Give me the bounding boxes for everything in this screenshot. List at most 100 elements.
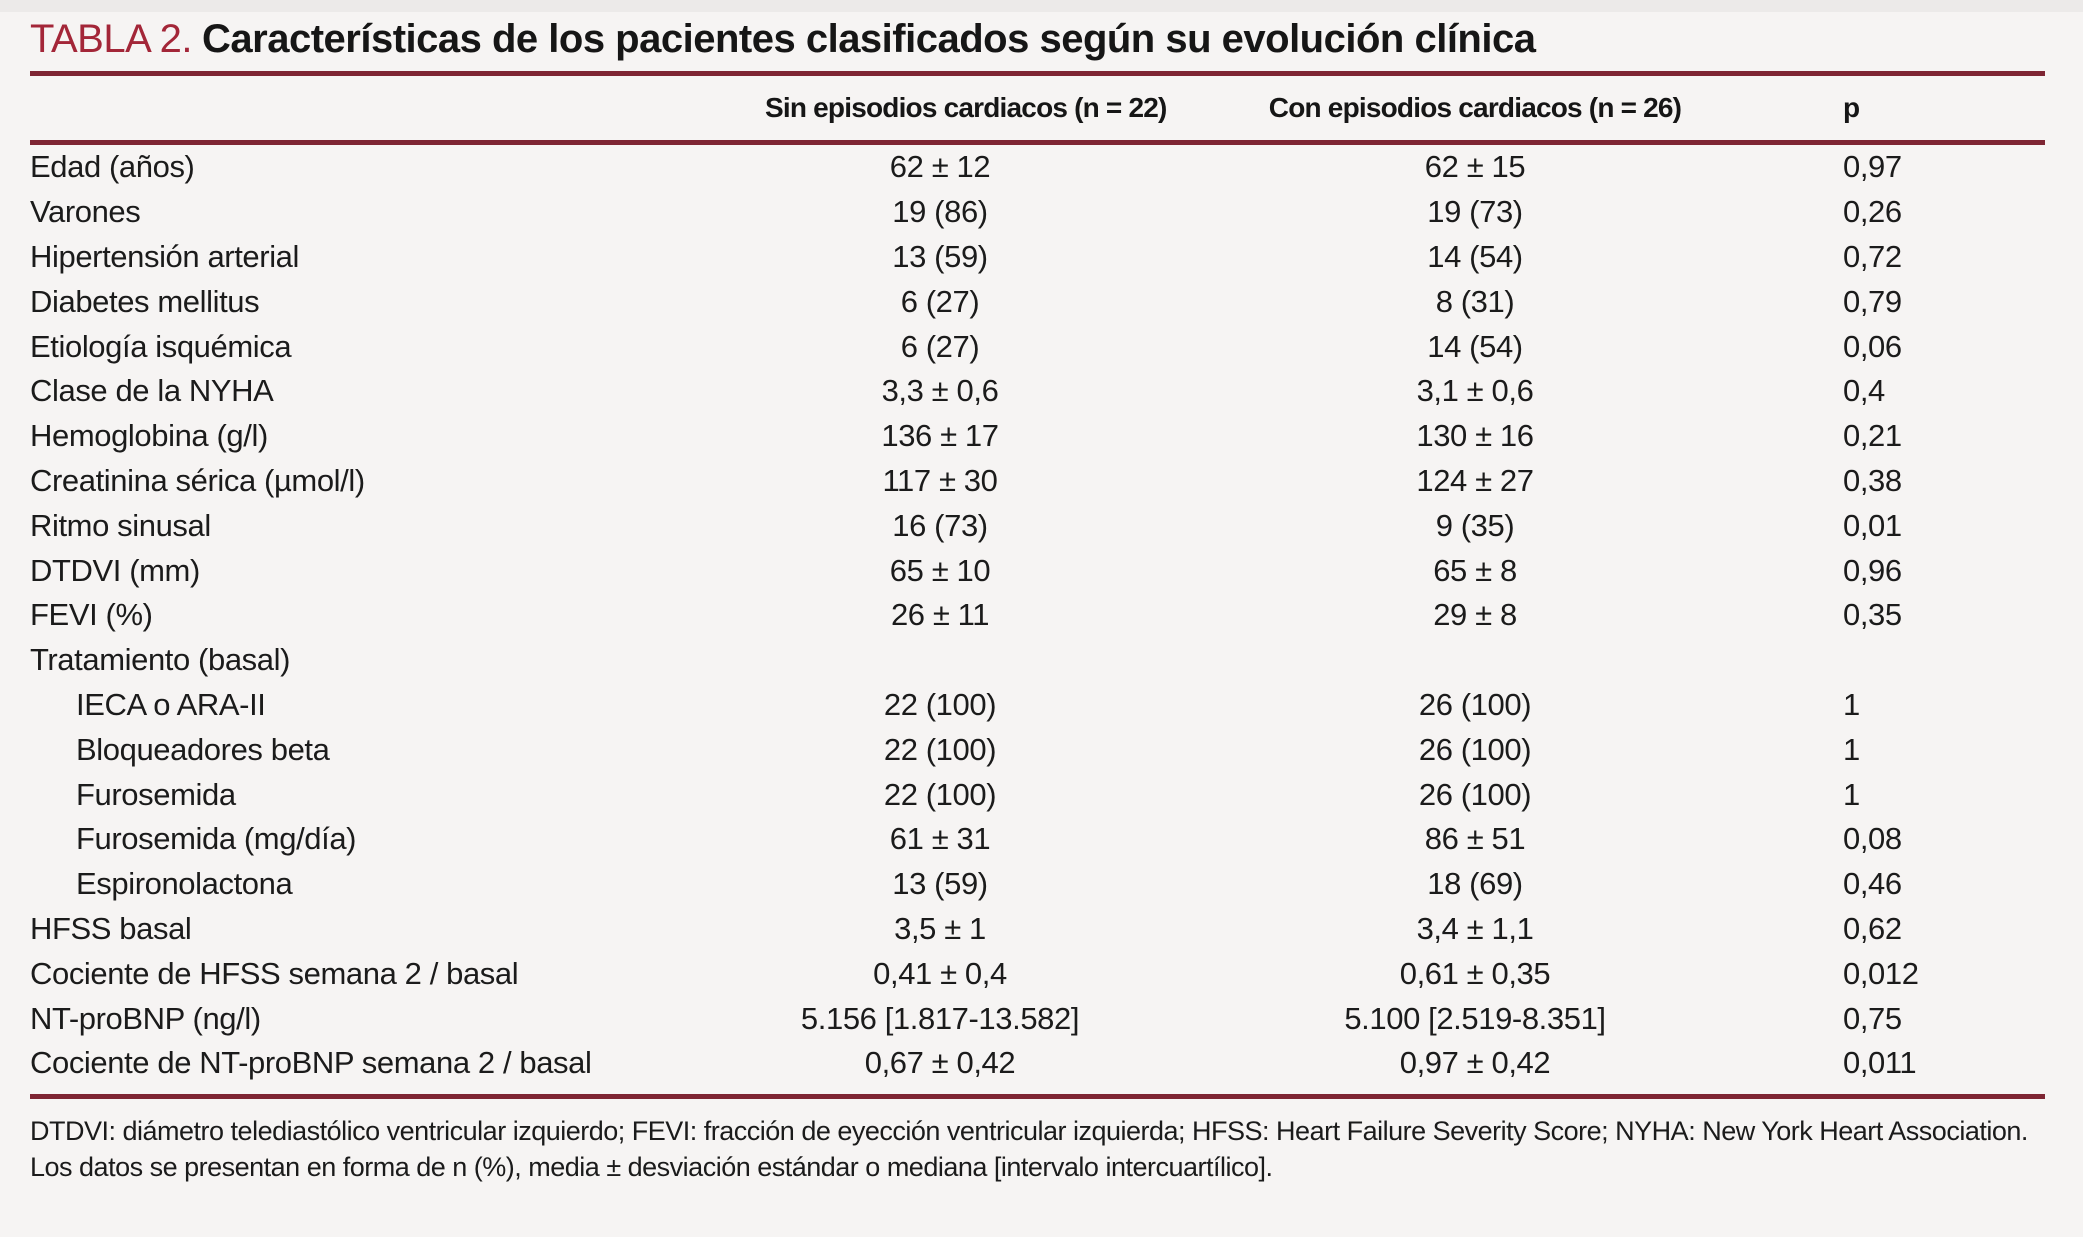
cell-p-value: 0,97 — [1843, 149, 1902, 185]
row-label: Diabetes mellitus — [30, 283, 260, 319]
cell-p-value: 0,38 — [1843, 462, 1902, 498]
cell-con-episodios: 124 ± 27 — [1416, 462, 1534, 498]
cell-sin-episodios: 16 (73) — [892, 507, 988, 543]
cell-p-value: 1 — [1843, 776, 1860, 812]
cell-sin-episodios: 19 (86) — [892, 194, 988, 230]
cell-p-value: 0,4 — [1843, 373, 1885, 409]
table-row: Bloqueadores beta 22 (100) 26 (100) 1 — [30, 727, 2045, 772]
row-label: DTDVI (mm) — [30, 552, 200, 588]
cell-con-episodios: 26 (100) — [1418, 686, 1532, 722]
table-row: Hipertensión arterial 13 (59) 14 (54) 0,72 — [30, 235, 2045, 280]
cell-p-value: 0,012 — [1843, 955, 1919, 991]
column-header-p: p — [1843, 92, 1860, 123]
table-section-row: Tratamiento (basal) — [30, 638, 2045, 683]
table-row: Espironolactona 13 (59) 18 (69) 0,46 — [30, 862, 2045, 907]
cell-con-episodios: 14 (54) — [1427, 238, 1523, 274]
cell-sin-episodios: 5.156 [1.817-13.582] — [800, 1000, 1080, 1036]
table-content: TABLA 2. Características de los pacientes… — [30, 0, 2045, 1185]
cell-sin-episodios: 22 (100) — [883, 776, 997, 812]
table-row: Furosemida (mg/día) 61 ± 31 86 ± 51 0,08 — [30, 817, 2045, 862]
table-row: Clase de la NYHA 3,3 ± 0,6 3,1 ± 0,6 0,4 — [30, 369, 2045, 414]
cell-sin-episodios: 22 (100) — [883, 686, 997, 722]
row-label: Hemoglobina (g/l) — [30, 418, 268, 454]
cell-con-episodios: 86 ± 51 — [1424, 821, 1526, 857]
bottom-horizontal-rule — [30, 1093, 2045, 1099]
cell-con-episodios: 0,61 ± 0,35 — [1399, 955, 1551, 991]
table-body: Edad (años) 62 ± 12 62 ± 15 0,97 Varones 19 (… — [30, 145, 2045, 1086]
cell-sin-episodios: 13 (59) — [892, 866, 988, 902]
cell-con-episodios: 5.100 [2.519-8.351] — [1344, 1000, 1606, 1036]
cell-p-value: 1 — [1843, 686, 1860, 722]
cell-con-episodios: 26 (100) — [1418, 776, 1532, 812]
cell-p-value: 0,75 — [1843, 1000, 1902, 1036]
table-header-row: Sin episodios cardiacos (n = 22) Con epi… — [30, 76, 2045, 140]
row-label: Furosemida (mg/día) — [76, 821, 357, 857]
cell-con-episodios: 3,1 ± 0,6 — [1416, 373, 1534, 409]
table-row: DTDVI (mm) 65 ± 10 65 ± 8 0,96 — [30, 548, 2045, 593]
row-label: FEVI (%) — [30, 597, 153, 633]
cell-sin-episodios: 0,41 ± 0,4 — [873, 955, 1007, 991]
row-label: Varones — [30, 194, 141, 230]
header-horizontal-rule — [30, 140, 2045, 145]
scan-edge — [0, 0, 2083, 12]
cell-con-episodios: 9 (35) — [1435, 507, 1515, 543]
cell-sin-episodios: 6 (27) — [900, 328, 980, 364]
cell-con-episodios: 3,4 ± 1,1 — [1416, 910, 1534, 946]
row-label: Furosemida — [76, 776, 236, 812]
table-row: Ritmo sinusal 16 (73) 9 (35) 0,01 — [30, 503, 2045, 548]
footnote-data-format: Los datos se presentan en forma de n (%)… — [30, 1151, 1273, 1182]
table-row: Edad (años) 62 ± 12 62 ± 15 0,97 — [30, 145, 2045, 190]
table-row: Hemoglobina (g/l) 136 ± 17 130 ± 16 0,21 — [30, 414, 2045, 459]
table-row: HFSS basal 3,5 ± 1 3,4 ± 1,1 0,62 — [30, 907, 2045, 952]
cell-con-episodios: 19 (73) — [1427, 194, 1523, 230]
row-label: Hipertensión arterial — [30, 238, 300, 274]
cell-sin-episodios: 13 (59) — [892, 238, 988, 274]
cell-p-value: 0,08 — [1843, 821, 1902, 857]
column-header-sin-episodios: Sin episodios cardiacos (n = 22) — [765, 92, 1167, 123]
cell-con-episodios: 0,97 ± 0,42 — [1399, 1045, 1551, 1081]
cell-sin-episodios: 3,3 ± 0,6 — [881, 373, 999, 409]
table-row: Etiología isquémica 6 (27) 14 (54) 0,06 — [30, 324, 2045, 369]
row-label: Edad (años) — [30, 149, 195, 185]
cell-p-value: 0,01 — [1843, 507, 1902, 543]
table-footnotes: DTDVI: diámetro telediastólico ventricul… — [30, 1113, 2045, 1185]
cell-sin-episodios: 117 ± 30 — [882, 462, 998, 498]
table-row: FEVI (%) 26 ± 11 29 ± 8 0,35 — [30, 593, 2045, 638]
table-row: Cociente de NT-proBNP semana 2 / basal 0,… — [30, 1041, 2045, 1086]
cell-con-episodios: 26 (100) — [1418, 731, 1532, 767]
row-label: Espironolactona — [76, 866, 293, 902]
cell-con-episodios: 65 ± 8 — [1433, 552, 1517, 588]
row-label: Clase de la NYHA — [30, 373, 274, 409]
footnote-abbreviations: DTDVI: diámetro telediastólico ventricul… — [30, 1115, 2028, 1146]
cell-p-value: 0,011 — [1843, 1045, 1917, 1081]
row-label: IECA o ARA-II — [76, 686, 266, 722]
row-label: NT-proBNP (ng/l) — [30, 1000, 261, 1036]
cell-sin-episodios: 22 (100) — [883, 731, 997, 767]
cell-p-value: 0,46 — [1843, 866, 1902, 902]
table-row: Diabetes mellitus 6 (27) 8 (31) 0,79 — [30, 279, 2045, 324]
row-label: HFSS basal — [30, 910, 192, 946]
table-row: Cociente de HFSS semana 2 / basal 0,41 ± … — [30, 951, 2045, 996]
cell-sin-episodios: 62 ± 12 — [889, 149, 991, 185]
row-label: Creatinina sérica (µmol/l) — [30, 462, 365, 498]
table-row: NT-proBNP (ng/l) 5.156 [1.817-13.582] 5.10… — [30, 996, 2045, 1041]
row-label: Tratamiento (basal) — [30, 642, 291, 678]
cell-p-value: 0,06 — [1843, 328, 1902, 364]
table-row: IECA o ARA-II 22 (100) 26 (100) 1 — [30, 683, 2045, 728]
cell-sin-episodios: 26 ± 11 — [890, 597, 990, 633]
cell-p-value: 0,62 — [1843, 910, 1902, 946]
table-caption: TABLA 2. Características de los pacientes… — [30, 0, 2045, 64]
row-label: Cociente de NT-proBNP semana 2 / basal — [30, 1045, 592, 1081]
row-label: Bloqueadores beta — [76, 731, 330, 767]
cell-p-value: 0,26 — [1843, 194, 1902, 230]
row-label: Etiología isquémica — [30, 328, 292, 364]
cell-con-episodios: 18 (69) — [1427, 866, 1523, 902]
row-label: Cociente de HFSS semana 2 / basal — [30, 955, 519, 991]
table-row: Varones 19 (86) 19 (73) 0,26 — [30, 190, 2045, 235]
column-header-con-episodios: Con episodios cardiacos (n = 26) — [1268, 92, 1682, 123]
cell-p-value: 1 — [1843, 731, 1860, 767]
table-row: Creatinina sérica (µmol/l) 117 ± 30 124 ± … — [30, 459, 2045, 504]
cell-sin-episodios: 3,5 ± 1 — [894, 910, 986, 946]
cell-con-episodios: 29 ± 8 — [1433, 597, 1517, 633]
